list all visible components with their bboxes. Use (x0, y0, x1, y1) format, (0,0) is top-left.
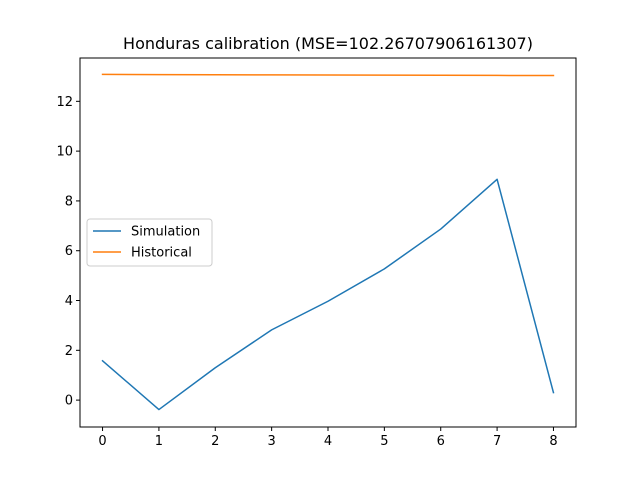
chart-title: Honduras calibration (MSE=102.2670790616… (123, 34, 533, 53)
x-tick-label: 2 (211, 434, 219, 449)
x-tick-label: 5 (380, 434, 388, 449)
y-tick-label: 12 (56, 95, 73, 110)
x-tick-label: 1 (155, 434, 163, 449)
x-tick-label: 0 (98, 434, 106, 449)
x-tick-label: 3 (267, 434, 275, 449)
y-tick-label: 6 (65, 244, 73, 259)
legend: Simulation Historical (86, 218, 213, 267)
x-tick-label: 7 (493, 434, 501, 449)
series-line-2 (101, 73, 555, 77)
y-tick-label: 10 (56, 145, 73, 160)
y-tick-label: 2 (65, 344, 73, 359)
series-layer (101, 73, 555, 411)
legend-label-2: Historical (131, 246, 192, 261)
legend-label-1: Simulation (131, 225, 200, 240)
y-tick-label: 0 (65, 394, 73, 409)
series-line-1 (101, 178, 555, 411)
y-tick-label: 8 (65, 194, 73, 209)
y-axis: 0 2 4 6 8 10 12 (56, 95, 80, 409)
x-tick-label: 6 (437, 434, 445, 449)
y-tick-label: 4 (65, 294, 73, 309)
x-axis: 0 1 2 3 4 5 6 7 8 (98, 427, 558, 449)
x-tick-label: 4 (324, 434, 332, 449)
x-tick-label: 8 (549, 434, 557, 449)
